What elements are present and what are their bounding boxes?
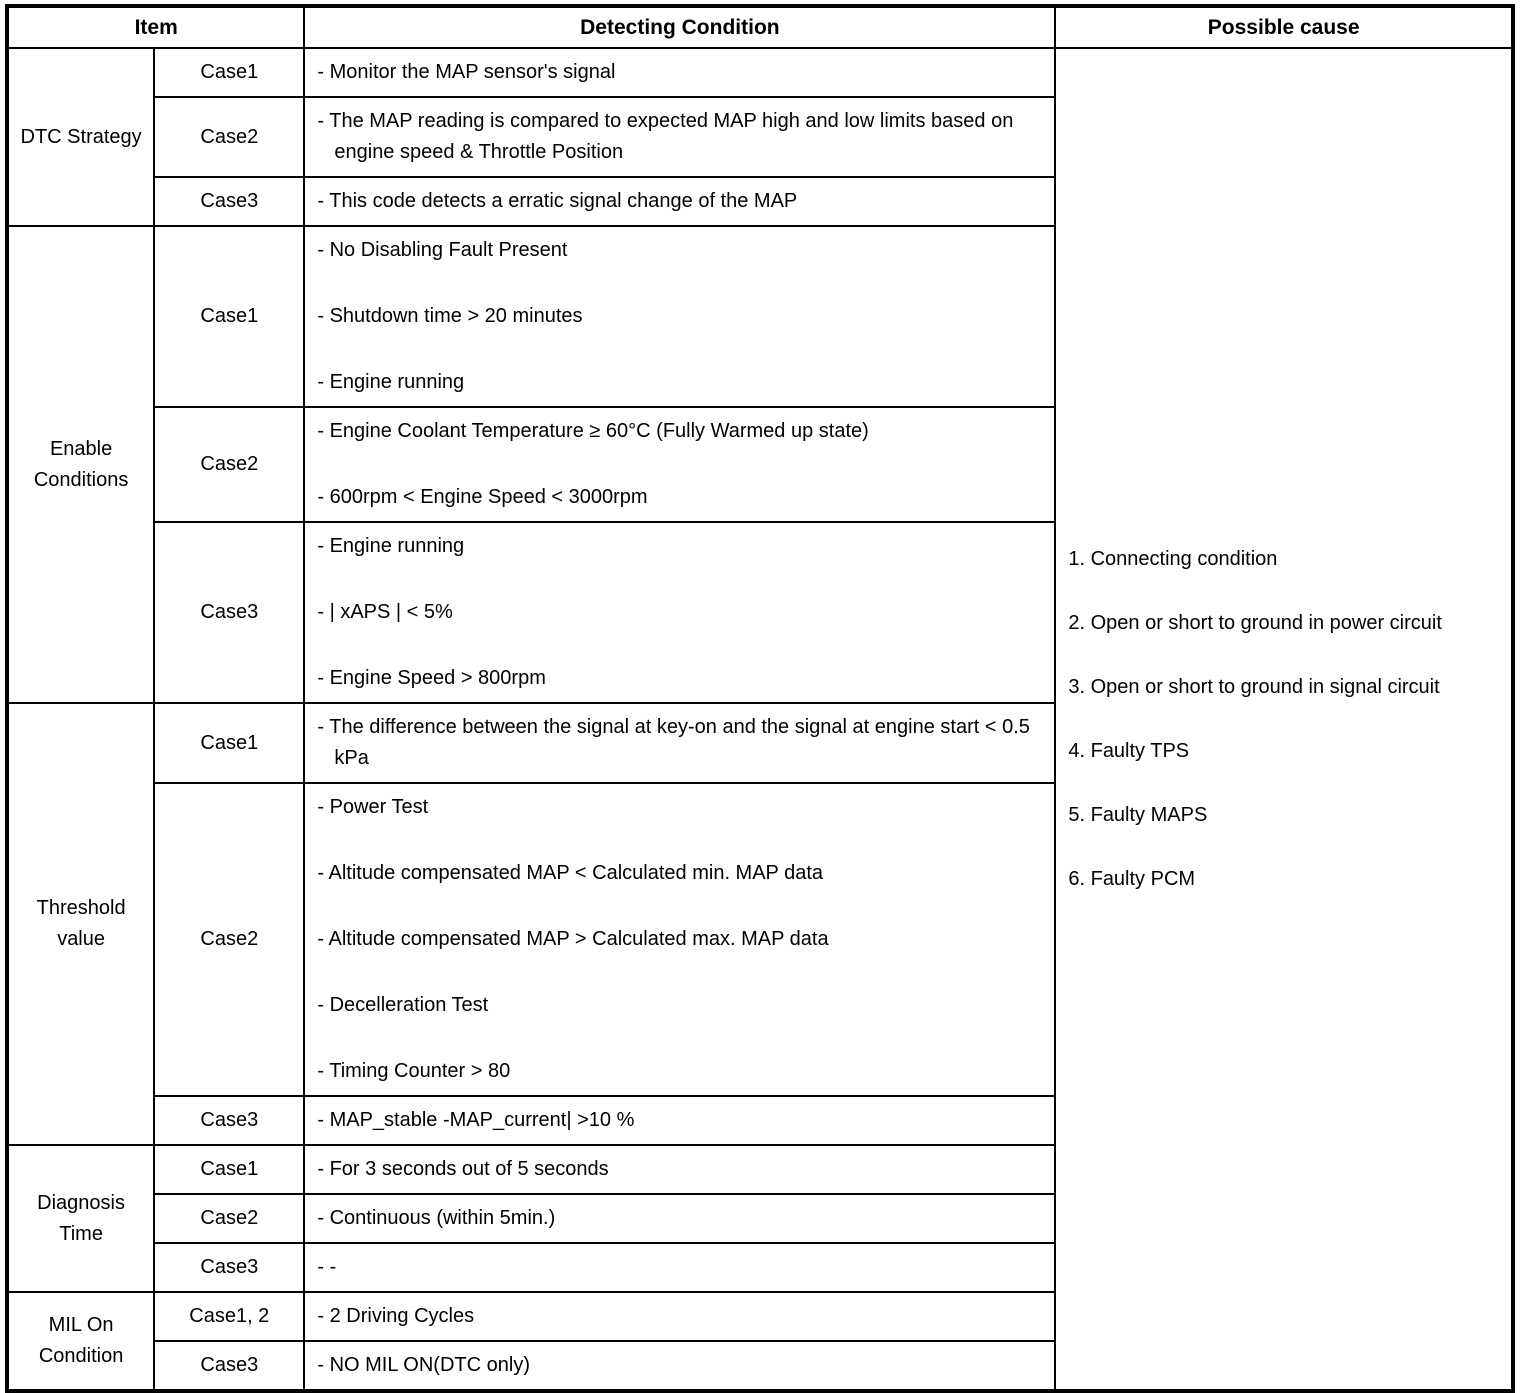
cause-item: 4. Faulty TPS <box>1068 739 1190 762</box>
table-row: Case3 - Engine running - | xAPS | < 5% -… <box>7 521 1513 704</box>
condition-bullet: - 2 Driving Cycles <box>317 1305 475 1327</box>
condition-bullet: - Altitude compensated MAP > Calculated … <box>317 928 829 950</box>
case-label: Case2 <box>153 406 306 523</box>
condition-bullet: - This code detects a erratic signal cha… <box>317 190 798 212</box>
condition-bullet: - NO MIL ON(DTC only) <box>317 1354 530 1376</box>
case-label: Case1 <box>153 702 306 784</box>
condition-cell: - Engine Coolant Temperature ≥ 60°C (Ful… <box>303 406 1057 523</box>
condition-cell: - 2 Driving Cycles <box>303 1291 1057 1342</box>
table-row: Diagnosis Time Case1 - For 3 seconds out… <box>5 1144 1513 1293</box>
cause-item: 3. Open or short to ground in signal cir… <box>1068 675 1440 698</box>
condition-cell: - Continuous (within 5min.) <box>303 1193 1057 1244</box>
condition-bullet: - Engine Speed > 800rpm <box>317 667 546 689</box>
header-possible-cause: Possible cause <box>1054 5 1514 49</box>
table-row: Case2 - Continuous (within 5min.) <box>7 1193 1513 1244</box>
condition-bullet: - MAP_stable -MAP_current| >10 % <box>317 1109 635 1131</box>
item-mil-on-condition: MIL On Condition <box>5 1291 156 1392</box>
case-label: Case3 <box>153 1340 306 1392</box>
table-row: Case2 - Engine Coolant Temperature ≥ 60°… <box>7 406 1513 523</box>
condition-bullet: - Timing Counter > 80 <box>317 1060 511 1082</box>
case-label: Case1 <box>153 1144 306 1195</box>
case-label: Case3 <box>153 1242 306 1293</box>
document-page: Item Detecting Condition Possible cause … <box>5 4 1515 1393</box>
table-header-row: Item Detecting Condition Possible cause <box>5 5 1514 49</box>
case-label: Case2 <box>153 782 306 1097</box>
table-row: Case3 - This code detects a erratic sign… <box>7 176 1513 227</box>
condition-cell: - - <box>303 1242 1057 1293</box>
cause-item: 6. Faulty PCM <box>1068 867 1196 890</box>
item-dtc-strategy: DTC Strategy <box>5 47 156 227</box>
condition-bullet: - Engine running <box>317 535 465 557</box>
condition-cell: - The MAP reading is compared to expecte… <box>303 96 1057 178</box>
condition-cell: - This code detects a erratic signal cha… <box>303 176 1057 227</box>
table-row: Threshold value Case1 - The difference b… <box>5 702 1513 1146</box>
case-label: Case1 <box>153 225 306 408</box>
case-label: Case3 <box>153 521 306 704</box>
table-row: DTC Strategy Case1 - Monitor the MAP sen… <box>5 47 1514 1392</box>
condition-cell: - NO MIL ON(DTC only) <box>303 1340 1057 1392</box>
condition-bullet: - No Disabling Fault Present <box>317 239 568 261</box>
condition-bullet: - For 3 seconds out of 5 seconds <box>317 1158 609 1180</box>
case-label: Case2 <box>153 1193 306 1244</box>
case-label: Case1 <box>153 47 306 98</box>
cause-item: 5. Faulty MAPS <box>1068 803 1208 826</box>
dtc-diagnostic-table: Item Detecting Condition Possible cause … <box>5 4 1515 1393</box>
table-row: Case2 - Power Test - Altitude compensate… <box>7 782 1513 1097</box>
cause-item: 1. Connecting condition <box>1068 547 1278 570</box>
condition-bullet: - | xAPS | < 5% <box>317 601 453 623</box>
table-row: Enable Conditions Case1 - No Disabling F… <box>5 225 1513 704</box>
condition-cell: - No Disabling Fault Present - Shutdown … <box>303 225 1057 408</box>
condition-cell: - Engine running - | xAPS | < 5% - Engin… <box>303 521 1057 704</box>
table-row: Case3 - - <box>7 1242 1513 1293</box>
condition-cell: - Power Test - Altitude compensated MAP … <box>303 782 1057 1097</box>
item-enable-conditions: Enable Conditions <box>5 225 156 704</box>
possible-cause-cell: 1. Connecting condition 2. Open or short… <box>1054 47 1514 1392</box>
condition-cell: - MAP_stable -MAP_current| >10 % <box>303 1095 1057 1146</box>
condition-cell: - Monitor the MAP sensor's signal <box>303 47 1057 98</box>
condition-bullet: - Engine Coolant Temperature ≥ 60°C (Ful… <box>317 420 869 442</box>
item-threshold-value: Threshold value <box>5 702 156 1146</box>
case-label: Case1, 2 <box>153 1291 306 1342</box>
case-label: Case3 <box>153 176 306 227</box>
header-item: Item <box>5 5 306 49</box>
condition-bullet: - The difference between the signal at k… <box>317 716 1030 769</box>
table-row: Case3 - MAP_stable -MAP_current| >10 % <box>7 1095 1513 1146</box>
condition-bullet: - The MAP reading is compared to expecte… <box>317 110 1014 163</box>
cause-item: 2. Open or short to ground in power circ… <box>1068 611 1442 634</box>
condition-cell: - The difference between the signal at k… <box>303 702 1057 784</box>
condition-bullet: - 600rpm < Engine Speed < 3000rpm <box>317 486 648 508</box>
condition-bullet: - Altitude compensated MAP < Calculated … <box>317 862 824 884</box>
case-label: Case2 <box>153 96 306 178</box>
condition-bullet: - Power Test <box>317 796 429 818</box>
condition-bullet: - Monitor the MAP sensor's signal <box>317 61 616 83</box>
table-row: Case2 - The MAP reading is compared to e… <box>7 96 1513 178</box>
item-diagnosis-time: Diagnosis Time <box>5 1144 156 1293</box>
header-detecting-condition: Detecting Condition <box>303 5 1057 49</box>
condition-bullet: - Decelleration Test <box>317 994 489 1016</box>
condition-bullet: - Engine running <box>317 371 465 393</box>
condition-bullet: - - <box>317 1256 337 1278</box>
condition-bullet: - Continuous (within 5min.) <box>317 1207 556 1229</box>
condition-cell: - For 3 seconds out of 5 seconds <box>303 1144 1057 1195</box>
case-label: Case3 <box>153 1095 306 1146</box>
condition-bullet: - Shutdown time > 20 minutes <box>317 305 583 327</box>
